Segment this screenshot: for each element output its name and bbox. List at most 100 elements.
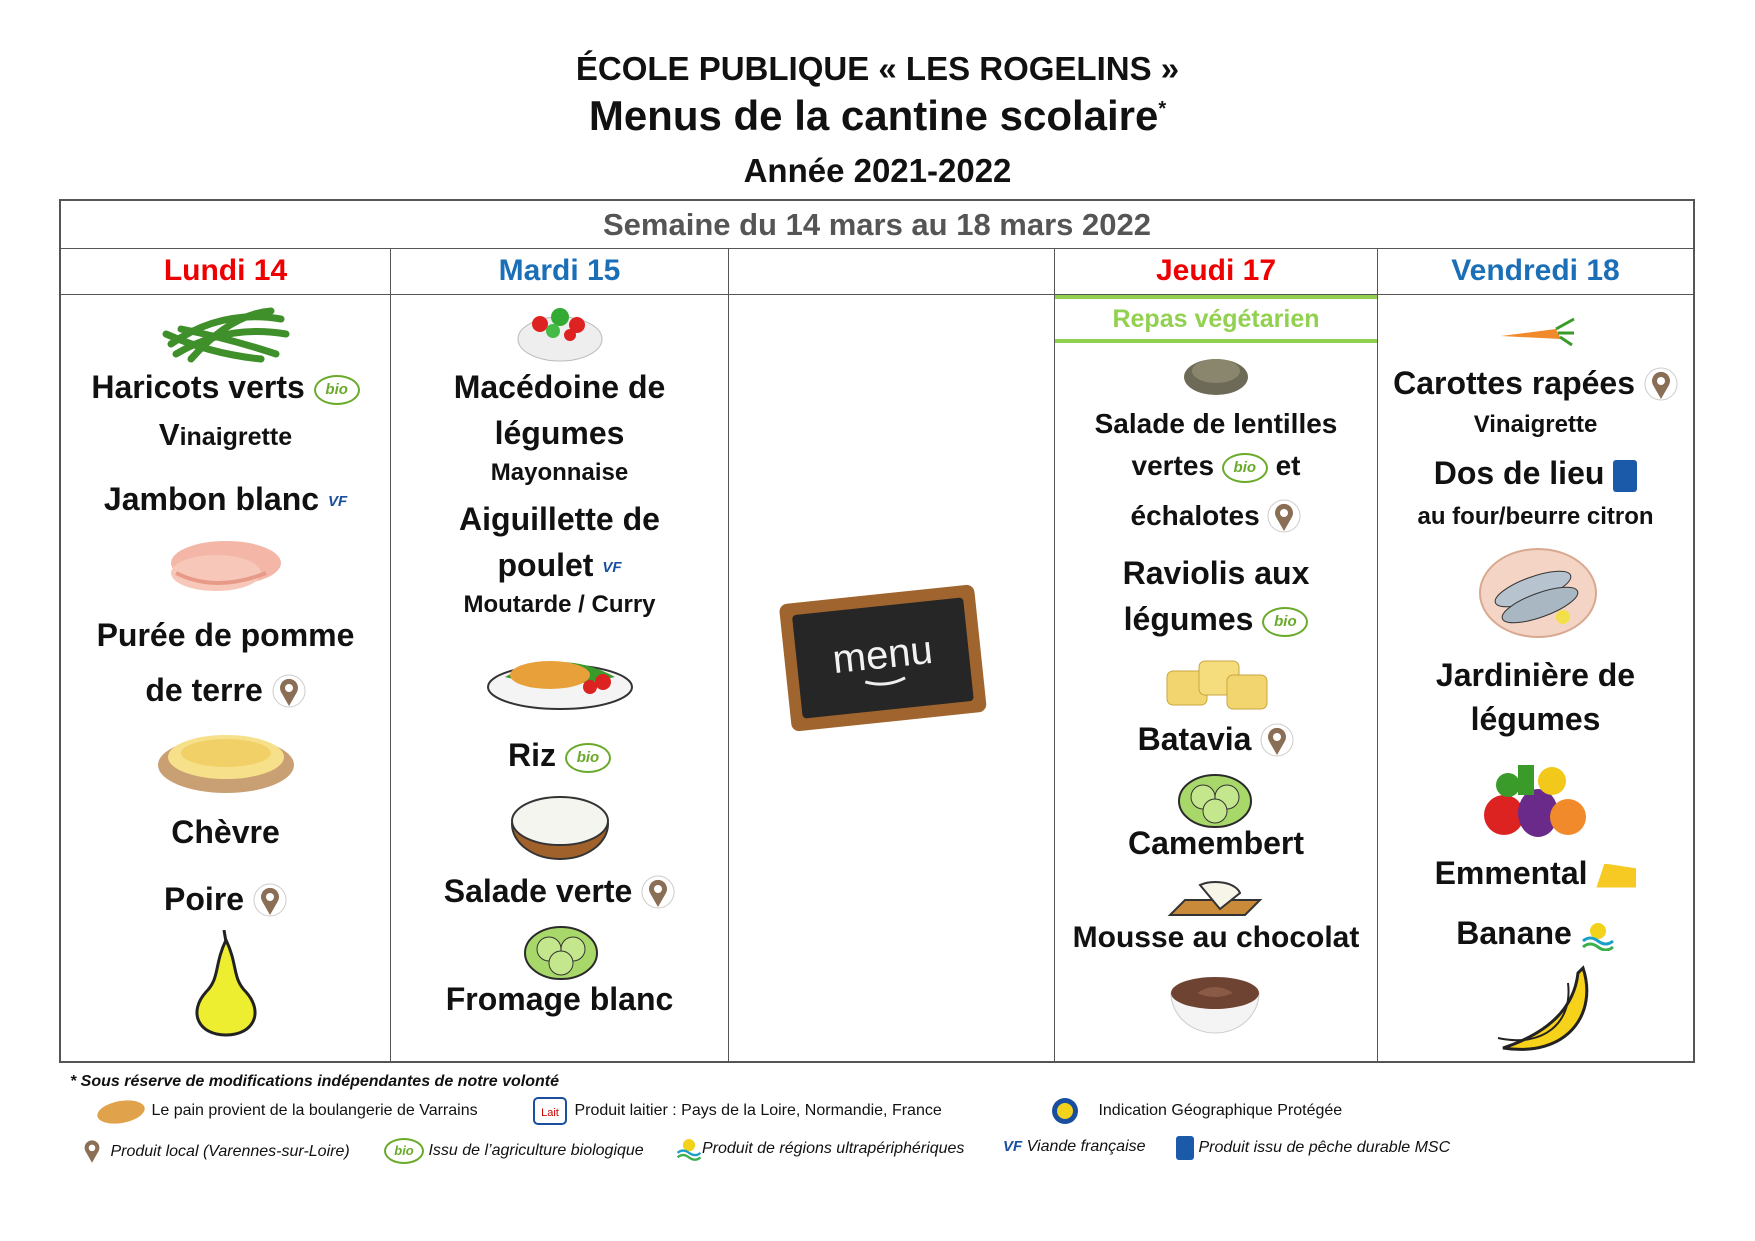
jeudi-item-4: Camembert: [1127, 825, 1305, 861]
ham-image: [171, 541, 281, 591]
mardi-item-2-sub: Moutarde / Curry: [463, 591, 656, 618]
legend-igp-text: Indication Géographique Protégée: [1098, 1102, 1343, 1120]
legend-igp: Indication Géographique Protégée: [1050, 1096, 1342, 1126]
cheese-icon: [1596, 863, 1637, 888]
jeudi-item-3-text: Batavia: [1137, 721, 1252, 757]
local-product-icon: [1260, 723, 1294, 757]
mardi-item-1a: Macédoine de: [453, 369, 666, 405]
vendredi-item-3b: légumes: [1470, 701, 1601, 737]
mardi-item-1b: légumes: [494, 415, 625, 451]
vendredi-item-2-text: Dos de lieu: [1433, 455, 1605, 491]
bio-icon: bio: [564, 742, 611, 773]
vendredi-item-1: Carottes rapées: [1378, 361, 1693, 406]
vegetarian-label: Repas végétarien: [1055, 295, 1377, 343]
bio-icon: bio: [384, 1138, 424, 1164]
lundi-item-1: Haricots verts bio: [61, 365, 390, 410]
local-product-icon: [272, 674, 306, 708]
local-product-icon: [84, 1140, 100, 1163]
week-label: Semaine du 14 mars au 18 mars 2022: [61, 201, 1693, 249]
mardi-item-2b-text: poulet: [497, 547, 594, 583]
mardi-item-5: Fromage blanc: [445, 981, 674, 1017]
jeudi-item-1b: vertes bio et: [1055, 445, 1377, 487]
vendredi-item-5-text: Banane: [1456, 915, 1572, 951]
jeudi-item-1c-text: et: [1275, 450, 1301, 481]
legend-dairy: Lait Produit laitier : Pays de la Loire,…: [530, 1094, 942, 1128]
mardi-item-3: Riz bio: [391, 733, 728, 778]
legend-bio-text: Issu de l’agriculture biologique: [428, 1142, 644, 1160]
legend-bread: Le pain provient de la boulangerie de Va…: [95, 1096, 478, 1126]
legend-vf-text: Viande française: [1026, 1138, 1146, 1155]
msc-fish-icon: [1176, 1136, 1194, 1160]
vendredi-item-1-text: Carottes rapées: [1393, 365, 1635, 401]
mardi-item-2b: poulet VF: [391, 543, 728, 588]
local-product-icon: [1267, 499, 1301, 533]
column-lundi: Lundi 14 Haricots verts bio Vinaigrette …: [61, 248, 391, 1061]
school-year: Année 2021-2022: [743, 152, 1012, 189]
jeudi-item-1d-text: échalotes: [1130, 500, 1260, 531]
legend-bread-text: Le pain provient de la boulangerie de Va…: [151, 1102, 478, 1120]
vf-logo-text: VF: [1003, 1138, 1023, 1156]
mardi-item-2a: Aiguillette de: [459, 501, 660, 537]
viande-francaise-icon: VF: [328, 491, 347, 512]
menu-table: Semaine du 14 mars au 18 mars 2022 Lundi…: [59, 199, 1695, 1063]
jeudi-item-2b: légumes bio: [1055, 597, 1377, 642]
lettuce-image: [1178, 774, 1252, 828]
vendredi-item-2-sub: au four/beurre citron: [1417, 503, 1654, 530]
chalkboard-image: menu: [779, 584, 987, 732]
lait-logo-text: Lait: [541, 1107, 559, 1119]
mardi-item-1-sub: Mayonnaise: [490, 459, 629, 486]
legend-local: Produit local (Varennes-sur-Loire): [78, 1136, 350, 1168]
vendredi-item-2: Dos de lieu: [1378, 451, 1693, 496]
column-mardi: Mardi 15 Macédoine de légumes Mayonnaise…: [391, 248, 729, 1061]
day-header-mercredi: [729, 248, 1054, 295]
vegetables-image: [1484, 765, 1586, 837]
mardi-item-4: Salade verte: [391, 869, 728, 914]
mashed-potato-image: [158, 735, 294, 793]
lait-de-france-icon: Lait: [533, 1097, 567, 1125]
jeudi-item-1a: Salade de lentilles: [1094, 408, 1338, 439]
lundi-item-3b-text: de terre: [145, 672, 263, 708]
rice-bowl-image: [510, 796, 610, 860]
title-asterisk: *: [1158, 98, 1167, 120]
lundi-item-2-text: Jambon blanc: [103, 481, 320, 517]
footnote: * Sous réserve de modifications indépend…: [70, 1073, 559, 1090]
vendredi-item-3a: Jardinière de: [1435, 657, 1636, 693]
banana-image: [1497, 965, 1589, 1051]
carrot-image: [1501, 317, 1575, 347]
mardi-item-4-text: Salade verte: [443, 873, 633, 909]
lundi-item-5: Poire: [61, 877, 390, 922]
day-header-vendredi: Vendredi 18: [1378, 248, 1693, 295]
lundi-item-3b: de terre: [61, 668, 390, 713]
legend-dairy-text: Produit laitier : Pays de la Loire, Norm…: [574, 1102, 942, 1120]
salad-bowl-image: [517, 308, 603, 362]
day-header-jeudi: Jeudi 17: [1055, 248, 1377, 295]
green-beans-image: [162, 307, 290, 363]
jeudi-item-1b-text: vertes: [1131, 450, 1215, 481]
lundi-item-1-sub-rest: inaigrette: [179, 423, 293, 451]
vendredi-item-5: Banane: [1378, 911, 1693, 956]
mardi-item-3-text: Riz: [508, 737, 557, 773]
lentils-image: [1184, 359, 1248, 395]
chalkboard-text: menu: [831, 628, 935, 682]
msc-fish-icon: [1613, 459, 1638, 492]
day-header-lundi: Lundi 14: [61, 248, 390, 295]
chocolate-mousse-image: [1170, 977, 1260, 1034]
legend-local-text: Produit local (Varennes-sur-Loire): [110, 1143, 350, 1161]
lundi-item-3a: Purée de pomme: [96, 617, 355, 653]
chicken-plate-image: [487, 661, 633, 710]
lundi-item-2: Jambon blanc VF: [61, 477, 390, 522]
vf-logo-text: VF: [327, 493, 348, 511]
bio-icon: bio: [313, 374, 360, 405]
lettuce-image: [524, 926, 598, 980]
jeudi-item-3: Batavia: [1055, 717, 1377, 762]
bio-icon: bio: [1262, 606, 1309, 637]
school-name: ÉCOLE PUBLIQUE « LES ROGELINS »: [575, 50, 1180, 87]
ultraperipheral-region-icon: [676, 1139, 702, 1161]
legend-ultra: Produit de régions ultrapériphériques: [676, 1136, 964, 1162]
viande-francaise-icon: VF: [1003, 1138, 1022, 1155]
legend-msc-text: Produit issu de pêche durable MSC: [1198, 1139, 1451, 1157]
jeudi-item-2a: Raviolis aux: [1122, 555, 1310, 591]
lundi-item-4: Chèvre: [171, 814, 280, 850]
vendredi-item-1-sub: Vinaigrette: [1473, 411, 1598, 438]
pear-image: [195, 930, 257, 1037]
